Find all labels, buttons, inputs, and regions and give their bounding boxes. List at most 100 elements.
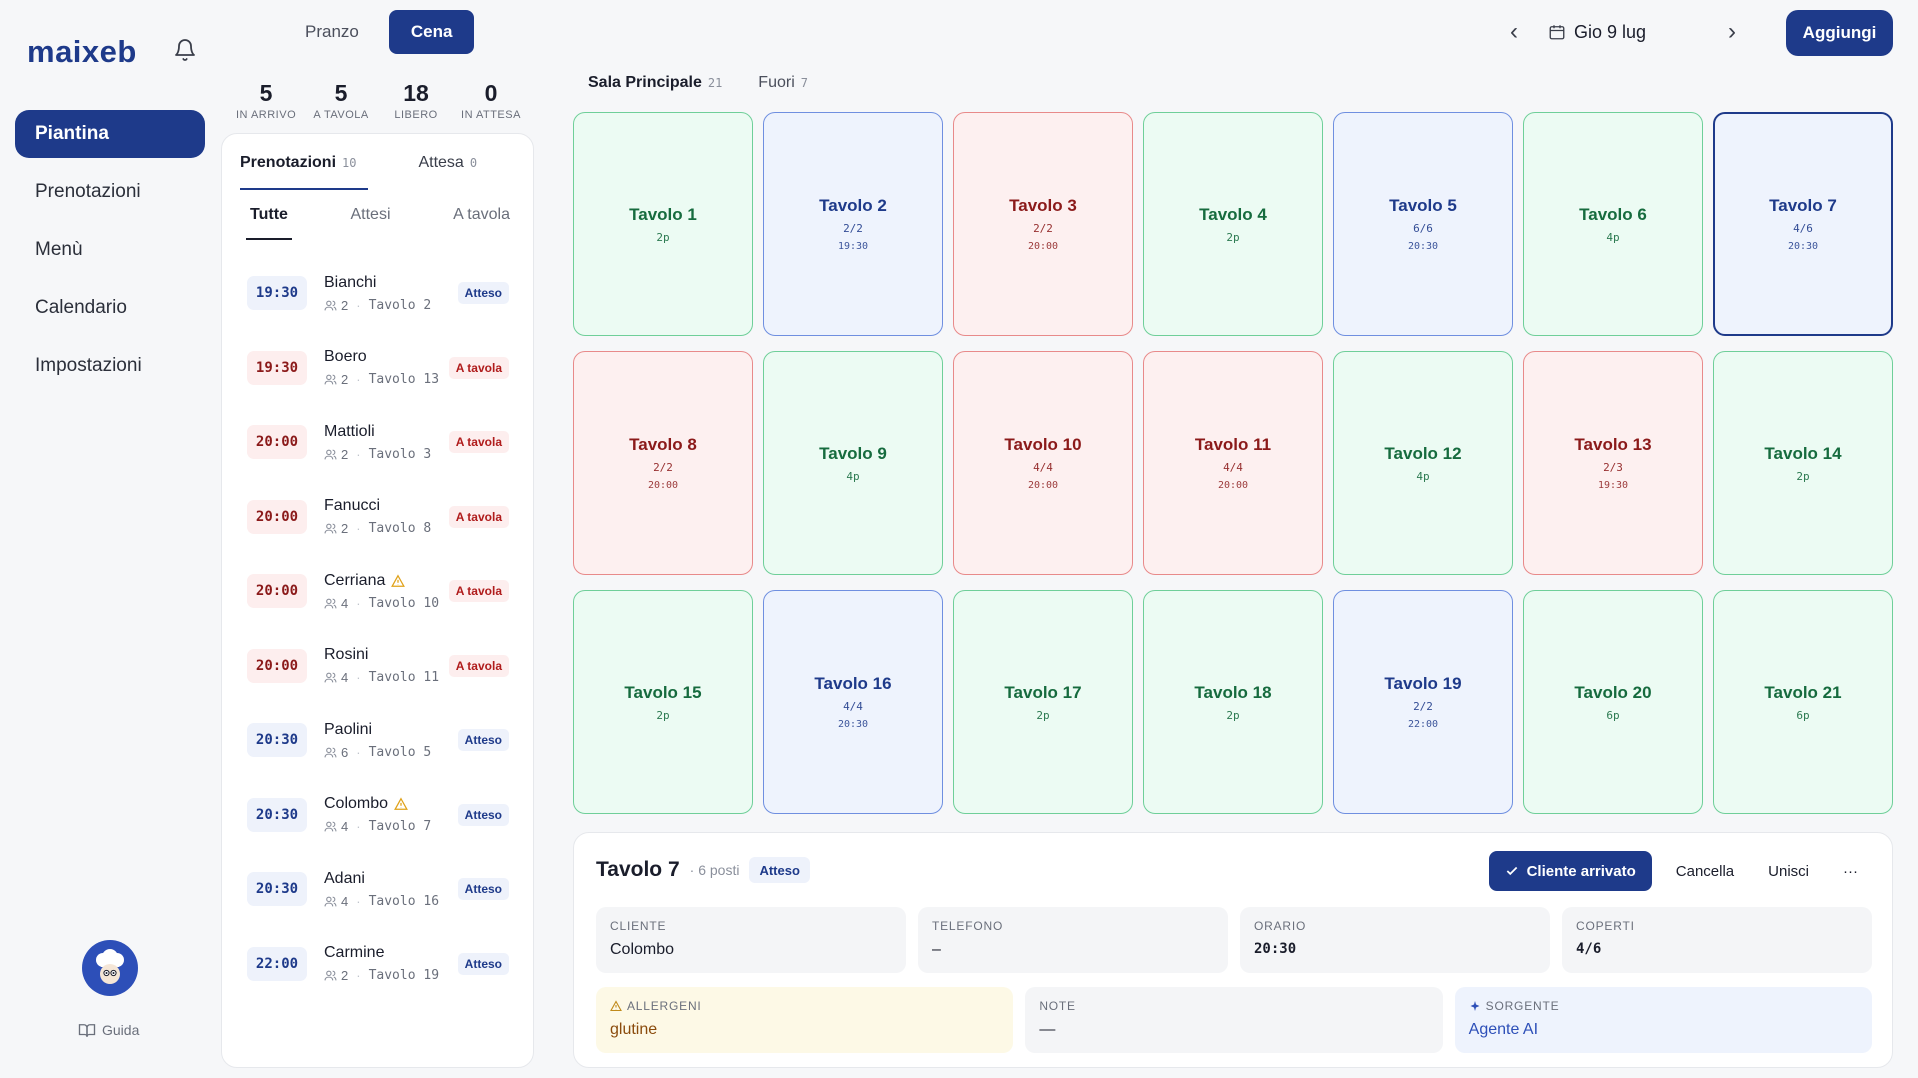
table-card[interactable]: Tavolo 6 4p	[1523, 112, 1703, 336]
field-label: ORARIO	[1254, 919, 1307, 933]
prev-day-button[interactable]: ‹	[1510, 18, 1518, 45]
cancel-button[interactable]: Cancella	[1675, 862, 1735, 880]
reservation-status-badge: A tavola	[448, 654, 509, 677]
field-coperti: COPERTI 4/6	[1562, 907, 1872, 973]
reservation-row[interactable]: 20:00 Rosini 4 · Tavolo 11 A tavola	[222, 629, 533, 704]
meal-lunch-button[interactable]: Pranzo	[305, 22, 359, 41]
field-label: TELEFONO	[932, 919, 1004, 933]
reservation-row[interactable]: 22:00 Carmine 2 · Tavolo 19 Atteso	[222, 927, 533, 1002]
table-time: 20:30	[1407, 241, 1439, 252]
reservation-meta: 2 · Tavolo 13	[324, 372, 439, 387]
table-name: Tavolo 3	[1009, 196, 1077, 215]
reservation-table: Tavolo 5	[368, 744, 432, 760]
date-label: Gio 9 lug	[1574, 21, 1647, 42]
client-arrived-button[interactable]: Cliente arrivato	[1488, 851, 1652, 891]
add-button[interactable]: Aggiungi	[1786, 10, 1893, 56]
table-card[interactable]: Tavolo 19 2/2 22:00	[1333, 590, 1513, 814]
table-card[interactable]: Tavolo 18 2p	[1143, 590, 1323, 814]
table-name: Tavolo 4	[1199, 204, 1267, 224]
detail-extra-fields: ALLERGENI glutine NOTE — SORGENTE Agente …	[596, 987, 1872, 1053]
table-card[interactable]: Tavolo 21 6p	[1713, 590, 1893, 814]
reservation-guests: 4	[341, 893, 349, 909]
reservation-meta: 4 · Tavolo 16	[324, 894, 439, 909]
table-card[interactable]: Tavolo 17 2p	[953, 590, 1133, 814]
table-name: Tavolo 15	[624, 682, 702, 702]
tab-attesa[interactable]: Attesa 0	[418, 154, 477, 190]
reservation-row[interactable]: 20:00 Fanucci 2 · Tavolo 8 A tavola	[222, 480, 533, 555]
filter-attesi[interactable]: Attesi	[350, 206, 391, 223]
stat-value: 5	[259, 80, 273, 106]
detail-seats: · 6 posti	[689, 862, 740, 878]
table-card[interactable]: Tavolo 11 4/4 20:00	[1143, 351, 1323, 575]
table-capacity: 6/6	[1413, 222, 1433, 235]
detail-fields: CLIENTE Colombo TELEFONO – ORARIO 20:30 COP…	[596, 907, 1872, 973]
more-options-button[interactable]: ···	[1843, 862, 1858, 880]
next-day-button[interactable]: ›	[1728, 18, 1736, 45]
reservation-row[interactable]: 19:30 Bianchi 2 · Tavolo 2 Atteso	[222, 256, 533, 331]
table-card[interactable]: Tavolo 4 2p	[1143, 112, 1323, 336]
field-label: COPERTI	[1576, 919, 1635, 933]
stat-value: 18	[403, 80, 429, 106]
table-card[interactable]: Tavolo 12 4p	[1333, 351, 1513, 575]
merge-button[interactable]: Unisci	[1768, 862, 1809, 880]
table-name: Tavolo 1	[629, 204, 697, 224]
nav-item-prenotazioni[interactable]: Prenotazioni	[35, 181, 141, 202]
current-date[interactable]: Gio 9 lug	[1548, 22, 1698, 43]
table-card[interactable]: Tavolo 7 4/6 20:30	[1713, 112, 1893, 336]
field-label: SORGENTE	[1469, 999, 1858, 1013]
chef-icon	[96, 949, 124, 984]
tab-fuori[interactable]: Fuori 7	[758, 74, 808, 92]
table-time: 20:00	[647, 480, 679, 491]
table-card[interactable]: Tavolo 1 2p	[573, 112, 753, 336]
room-tabs: Sala Principale 21 Fuori 7	[588, 74, 808, 92]
table-card[interactable]: Tavolo 8 2/2 20:00	[573, 351, 753, 575]
table-card[interactable]: Tavolo 3 2/2 20:00	[953, 112, 1133, 336]
table-time: 22:00	[1407, 719, 1439, 730]
reservation-status-badge: A tavola	[448, 356, 509, 379]
reservation-row[interactable]: 20:30 Colombo 4 · Tavolo 7 Atteso	[222, 778, 533, 853]
reservation-guests: 2	[341, 521, 349, 537]
field-value: Agente AI	[1468, 1021, 1539, 1038]
tab-sala-principale[interactable]: Sala Principale 21	[588, 74, 722, 92]
reservation-table: Tavolo 2	[368, 297, 432, 313]
nav-item-impostazioni[interactable]: Impostazioni	[35, 355, 142, 376]
people-icon	[324, 896, 337, 907]
filter-tutte[interactable]: Tutte	[240, 206, 298, 240]
table-card[interactable]: Tavolo 15 2p	[573, 590, 753, 814]
meal-dinner-button[interactable]: Cena	[388, 10, 475, 54]
table-card[interactable]: Tavolo 5 6/6 20:30	[1333, 112, 1513, 336]
table-card[interactable]: Tavolo 10 4/4 20:00	[953, 351, 1133, 575]
separator: ·	[356, 372, 361, 388]
table-card[interactable]: Tavolo 2 2/2 19:30	[763, 112, 943, 336]
floor-plan-grid: Tavolo 1 2p Tavolo 2 2/2 19:30 Tavolo 3 2/2 20:…	[573, 112, 1893, 814]
reservation-name-line: Mattioli	[324, 423, 431, 441]
reservation-row[interactable]: 20:00 Mattioli 2 · Tavolo 3 A tavola	[222, 405, 533, 480]
table-card[interactable]: Tavolo 9 4p	[763, 351, 943, 575]
table-capacity: 2/3	[1603, 461, 1623, 474]
bell-icon[interactable]	[173, 38, 197, 62]
reservation-name-line: Paolini	[324, 721, 431, 739]
guide-link[interactable]: Guida	[78, 1022, 139, 1038]
reservation-row[interactable]: 20:30 Paolini 6 · Tavolo 5 Atteso	[222, 703, 533, 778]
table-card[interactable]: Tavolo 16 4/4 20:30	[763, 590, 943, 814]
chef-assistant-avatar[interactable]	[82, 940, 138, 996]
app-logo[interactable]: maixeb	[27, 34, 137, 69]
room-count: 7	[800, 76, 808, 90]
nav-item-menu[interactable]: Menù	[35, 239, 83, 260]
field-value: 20:30	[1254, 941, 1297, 957]
table-capacity: 2p	[1796, 469, 1810, 483]
reservation-row[interactable]: 20:30 Adani 4 · Tavolo 16 Atteso	[222, 852, 533, 927]
people-icon	[324, 747, 337, 758]
tab-prenotazioni[interactable]: Prenotazioni 10	[240, 154, 369, 190]
table-card[interactable]: Tavolo 20 6p	[1523, 590, 1703, 814]
field-telefono: TELEFONO –	[918, 907, 1228, 973]
nav-item-calendario[interactable]: Calendario	[35, 297, 127, 318]
table-card[interactable]: Tavolo 13 2/3 19:30	[1523, 351, 1703, 575]
reservation-row[interactable]: 19:30 Boero 2 · Tavolo 13 A tavola	[222, 331, 533, 406]
reservation-guests: 4	[341, 819, 349, 835]
table-card[interactable]: Tavolo 14 2p	[1713, 351, 1893, 575]
reservation-status-badge: Atteso	[457, 952, 509, 975]
reservation-row[interactable]: 20:00 Cerriana 4 · Tavolo 10 A tavola	[222, 554, 533, 629]
filter-a-tavola[interactable]: A tavola	[453, 206, 510, 223]
nav-item-piantina[interactable]: Piantina	[15, 110, 205, 158]
